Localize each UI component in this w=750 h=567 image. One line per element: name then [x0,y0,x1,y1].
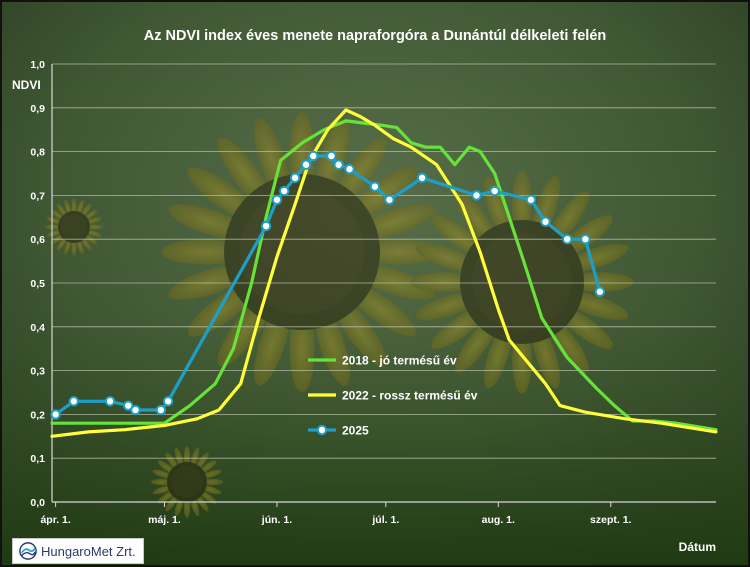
y-tick-label: 0,1 [30,453,45,465]
data-point [344,163,355,175]
data-point [279,185,290,197]
sunflower-1 [161,111,443,393]
y-tick-label: 0,3 [30,366,45,378]
y-tick-label: 0,7 [30,190,45,202]
sunflower-4 [45,198,103,256]
y-tick-label: 0,2 [30,409,45,421]
legend-entry: 2022 - rossz termésű év [308,389,478,403]
data-point [369,181,381,192]
data-point [50,409,61,420]
x-axis-ticks: ápr. 1. máj. 1. jún. 1. júl. 1. aug. 1. szept… [40,502,632,526]
y-tick-label: 1,0 [30,59,45,71]
y-tick-label: 0,4 [30,322,45,334]
series-2022-rossz-term-s-v [50,108,718,438]
x-tick-label: máj. 1. [148,514,181,526]
data-point [333,159,344,170]
data-point [271,194,283,205]
y-axis-ticks: 0,0 0,1 0,2 0,3 0,4 0,5 0,6 0,7 0,8 0,9 1,0 [30,59,45,509]
y-tick-label: 0,5 [30,278,45,290]
series-group [50,108,718,438]
data-point [260,220,272,232]
data-point [308,150,319,162]
sunflower-3 [151,446,223,518]
legend-entry: 2018 - jó termésű év [308,354,457,368]
legend-label: 2018 - jó termésű év [342,354,457,368]
logo-text: HungaroMet Zrt. [41,543,136,559]
y-tick-label: 0,0 [30,497,45,509]
legend-label: 2025 [342,424,369,438]
y-tick-label: 0,9 [30,103,45,115]
data-point [384,194,395,205]
legend: 2018 - jó termésű év 2022 - rossz termésű… [308,354,478,438]
x-tick-label: júl. 1. [371,514,399,526]
x-tick-label: aug. 1. [482,514,515,526]
data-point [104,396,116,407]
data-point [580,234,591,245]
x-tick-label: jún. 1. [261,514,292,526]
data-point [68,396,79,407]
data-point [130,404,141,416]
y-axis-label: NDVI [12,78,41,92]
hungaromet-logo-icon [19,542,37,560]
data-point [289,172,301,184]
legend-marker [316,424,328,436]
sunflower-decoration [45,111,634,518]
data-point [489,185,500,197]
data-point [594,286,606,297]
data-point [162,396,174,407]
data-point [326,150,337,162]
x-axis-label: Dátum [679,540,716,554]
data-point [155,404,167,416]
x-tick-label: ápr. 1. [40,514,70,526]
data-point [471,190,482,201]
chart-title: Az NDVI index éves menete napraforgóra a… [144,28,607,44]
legend-entry: 2025 [308,424,369,438]
data-point [300,159,312,170]
series-2025 [50,150,606,420]
data-point [540,216,551,227]
legend-label: 2022 - rossz termésű év [342,389,478,403]
series-line [50,119,718,432]
y-tick-label: 0,8 [30,147,45,159]
data-point [122,400,134,411]
y-tick-label: 0,6 [30,234,45,246]
series-2018-j-term-s-v [50,119,718,432]
data-point [525,194,537,205]
hungaromet-logo: HungaroMet Zrt. [12,538,144,564]
data-point [562,234,573,245]
x-tick-label: szept. 1. [590,514,632,526]
series-line [50,108,718,438]
data-point [416,172,428,184]
